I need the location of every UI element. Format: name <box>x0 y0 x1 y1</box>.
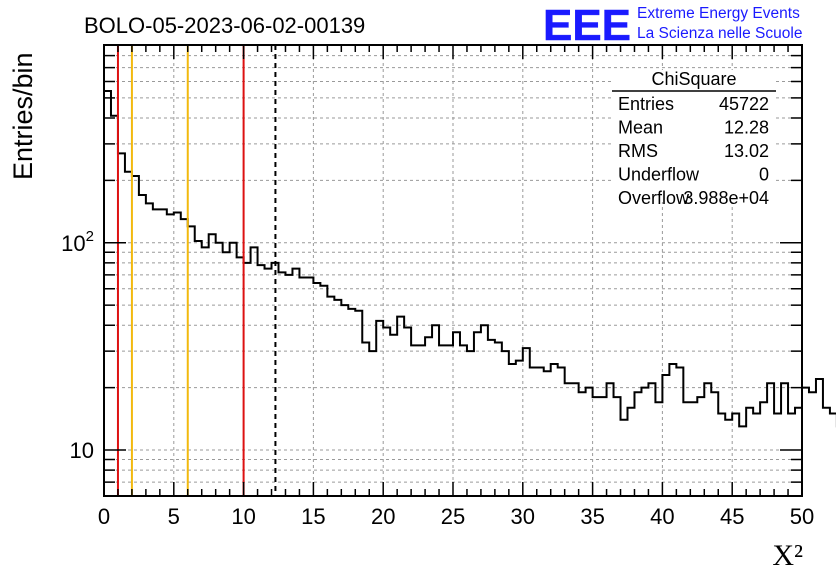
stats-row-value: 12.28 <box>724 118 769 138</box>
eee-logo-line2: La Scienza nelle Scuole <box>637 25 802 42</box>
x-tick-label: 15 <box>301 504 325 529</box>
chart-title: BOLO-05-2023-06-02-00139 <box>84 13 365 38</box>
stats-box: ChiSquare Entries 45722 Mean 12.28 RMS 13.02 U… <box>612 69 776 208</box>
stats-row-label: Underflow <box>618 165 700 185</box>
y-axis-label: Entries/bin <box>8 52 38 180</box>
stats-row-label: Entries <box>618 94 674 114</box>
x-tick-label: 10 <box>231 504 255 529</box>
stats-row-label: Mean <box>618 118 663 138</box>
stats-box-title: ChiSquare <box>651 69 736 89</box>
tick-labels: 0 5 10 15 20 25 30 35 40 45 50 102 10 <box>61 228 814 529</box>
stats-row-label: RMS <box>618 141 658 161</box>
histogram-outline <box>104 89 836 428</box>
stats-row-value: 3.988e+04 <box>683 188 769 208</box>
eee-logo-mark: EEE <box>543 1 631 50</box>
x-tick-label: 0 <box>98 504 110 529</box>
stats-row-value: 13.02 <box>724 141 769 161</box>
x-tick-label: 30 <box>511 504 535 529</box>
x-tick-label: 45 <box>720 504 744 529</box>
x-tick-label: 5 <box>168 504 180 529</box>
vertical-markers <box>116 45 277 496</box>
y-tick-label: 102 <box>61 228 94 256</box>
x-axis-label: X² <box>772 539 803 572</box>
x-tick-label: 50 <box>790 504 814 529</box>
x-tick-label: 25 <box>441 504 465 529</box>
x-tick-label: 40 <box>650 504 674 529</box>
eee-logo-line1: Extreme Energy Events <box>637 5 800 22</box>
x-tick-label: 35 <box>580 504 604 529</box>
eee-logo: EEE Extreme Energy Events La Scienza nel… <box>543 1 803 51</box>
y-tick-label: 10 <box>70 438 94 463</box>
stats-box-background <box>612 70 776 202</box>
stats-row-value: 0 <box>759 165 769 185</box>
x-tick-label: 20 <box>371 504 395 529</box>
stats-row-value: 45722 <box>719 94 769 114</box>
axis-ticks <box>103 44 803 497</box>
histogram-layer <box>104 89 836 428</box>
stats-row-label: Overflow <box>618 188 690 208</box>
